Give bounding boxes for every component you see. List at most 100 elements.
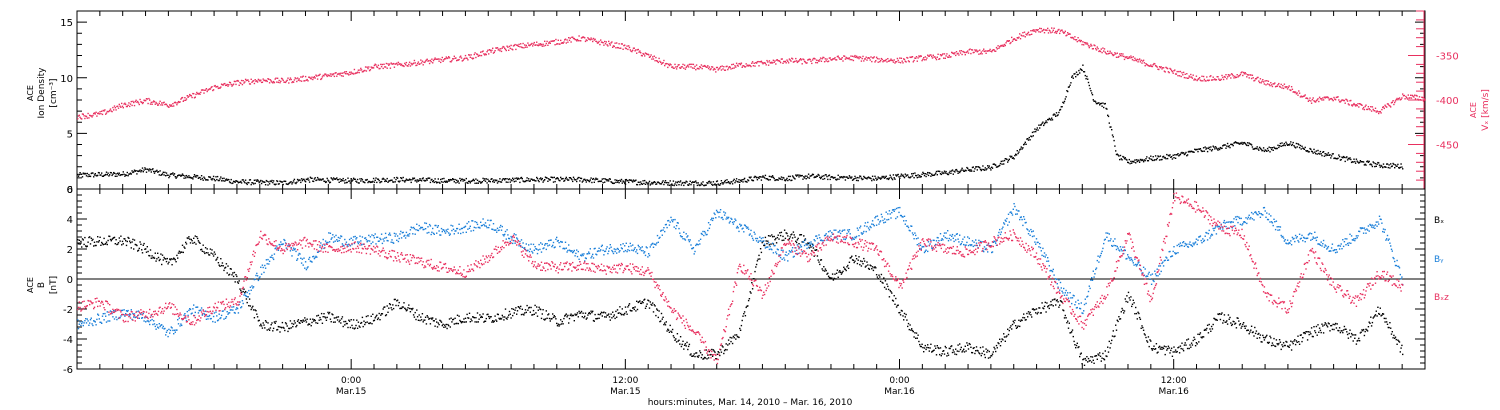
density-point bbox=[448, 179, 450, 181]
density-point bbox=[200, 175, 203, 177]
bx-point bbox=[885, 288, 887, 290]
bx-point bbox=[330, 321, 332, 323]
bx-point bbox=[117, 243, 119, 245]
velocity-point bbox=[452, 58, 454, 60]
bx-point bbox=[1051, 299, 1054, 301]
density-point bbox=[1339, 159, 1342, 161]
velocity-point bbox=[605, 41, 607, 43]
bx-point bbox=[270, 324, 272, 326]
density-point bbox=[1353, 158, 1355, 160]
bx-point bbox=[994, 348, 996, 350]
density-point bbox=[131, 170, 133, 172]
bx-point bbox=[200, 249, 202, 251]
density-point bbox=[1330, 157, 1332, 159]
velocity-point bbox=[1415, 94, 1417, 97]
density-point bbox=[552, 176, 554, 179]
density-point bbox=[475, 178, 477, 180]
density-point bbox=[1264, 149, 1266, 151]
velocity-point bbox=[1107, 50, 1109, 52]
bx-point bbox=[880, 273, 883, 276]
density-point bbox=[365, 179, 368, 181]
bx-point bbox=[276, 328, 279, 331]
velocity-point bbox=[129, 105, 131, 108]
density-point bbox=[875, 179, 878, 181]
density-point bbox=[376, 178, 379, 180]
velocity-point bbox=[1100, 48, 1102, 50]
velocity-point bbox=[936, 56, 938, 58]
density-point bbox=[240, 180, 242, 183]
density-point bbox=[1134, 159, 1136, 161]
velocity-point bbox=[1040, 27, 1042, 30]
density-point bbox=[1341, 156, 1343, 158]
velocity-point bbox=[313, 76, 316, 78]
velocity-point bbox=[130, 100, 132, 103]
bx-point bbox=[940, 355, 942, 357]
density-point bbox=[240, 182, 243, 184]
bx-point bbox=[664, 324, 667, 326]
velocity-point bbox=[424, 61, 426, 64]
velocity-point bbox=[919, 55, 922, 57]
velocity-point bbox=[222, 84, 224, 86]
bx-point bbox=[691, 355, 694, 357]
velocity-point bbox=[576, 40, 578, 42]
velocity-point bbox=[980, 51, 982, 53]
velocity-point bbox=[827, 60, 829, 63]
velocity-point bbox=[1035, 31, 1037, 33]
velocity-point bbox=[568, 39, 571, 41]
velocity-point bbox=[1005, 42, 1007, 44]
bx-point bbox=[410, 308, 412, 310]
density-point bbox=[802, 178, 804, 180]
velocity-point bbox=[645, 53, 647, 55]
density-point bbox=[424, 180, 427, 182]
bx-point bbox=[605, 316, 607, 318]
bx-point bbox=[248, 298, 251, 300]
density-point bbox=[1063, 100, 1066, 103]
bx-point bbox=[223, 269, 225, 272]
bx-point bbox=[727, 344, 729, 346]
velocity-point bbox=[1186, 77, 1189, 79]
velocity-point bbox=[1347, 103, 1350, 105]
velocity-point bbox=[259, 80, 261, 82]
bx-point bbox=[955, 348, 957, 350]
bx-point bbox=[236, 275, 238, 278]
velocity-point bbox=[277, 81, 280, 84]
density-point bbox=[536, 176, 538, 179]
bx-point bbox=[891, 292, 893, 294]
bx-point bbox=[517, 306, 519, 308]
bx-point bbox=[344, 324, 346, 326]
density-point bbox=[588, 180, 590, 182]
velocity-point bbox=[105, 112, 108, 114]
velocity-point bbox=[1175, 73, 1178, 75]
density-point bbox=[1051, 119, 1054, 121]
bx-point bbox=[714, 351, 716, 353]
density-point bbox=[1309, 147, 1311, 150]
density-point bbox=[764, 174, 767, 177]
velocity-point bbox=[1239, 73, 1242, 76]
bx-point bbox=[537, 309, 539, 311]
velocity-point bbox=[848, 57, 851, 59]
velocity-point bbox=[633, 47, 635, 49]
density-point bbox=[234, 181, 236, 183]
density-point bbox=[282, 183, 284, 186]
density-point bbox=[789, 175, 791, 178]
density-point bbox=[1389, 167, 1391, 169]
velocity-point bbox=[703, 64, 706, 67]
velocity-point bbox=[1130, 55, 1132, 57]
velocity-point bbox=[1420, 99, 1422, 101]
density-point bbox=[1382, 163, 1385, 165]
density-point bbox=[472, 178, 475, 181]
bx-point bbox=[314, 319, 316, 322]
density-point bbox=[607, 179, 609, 181]
bx-point bbox=[328, 311, 331, 314]
velocity-point bbox=[959, 50, 961, 52]
density-point bbox=[277, 183, 280, 185]
bx-point bbox=[702, 358, 704, 360]
velocity-point bbox=[1016, 37, 1018, 39]
velocity-point bbox=[412, 63, 414, 65]
velocity-point bbox=[979, 53, 982, 55]
velocity-point bbox=[384, 66, 386, 68]
velocity-point bbox=[487, 49, 489, 51]
density-point bbox=[114, 175, 116, 177]
velocity-point bbox=[735, 62, 738, 64]
bx-point bbox=[523, 314, 525, 316]
